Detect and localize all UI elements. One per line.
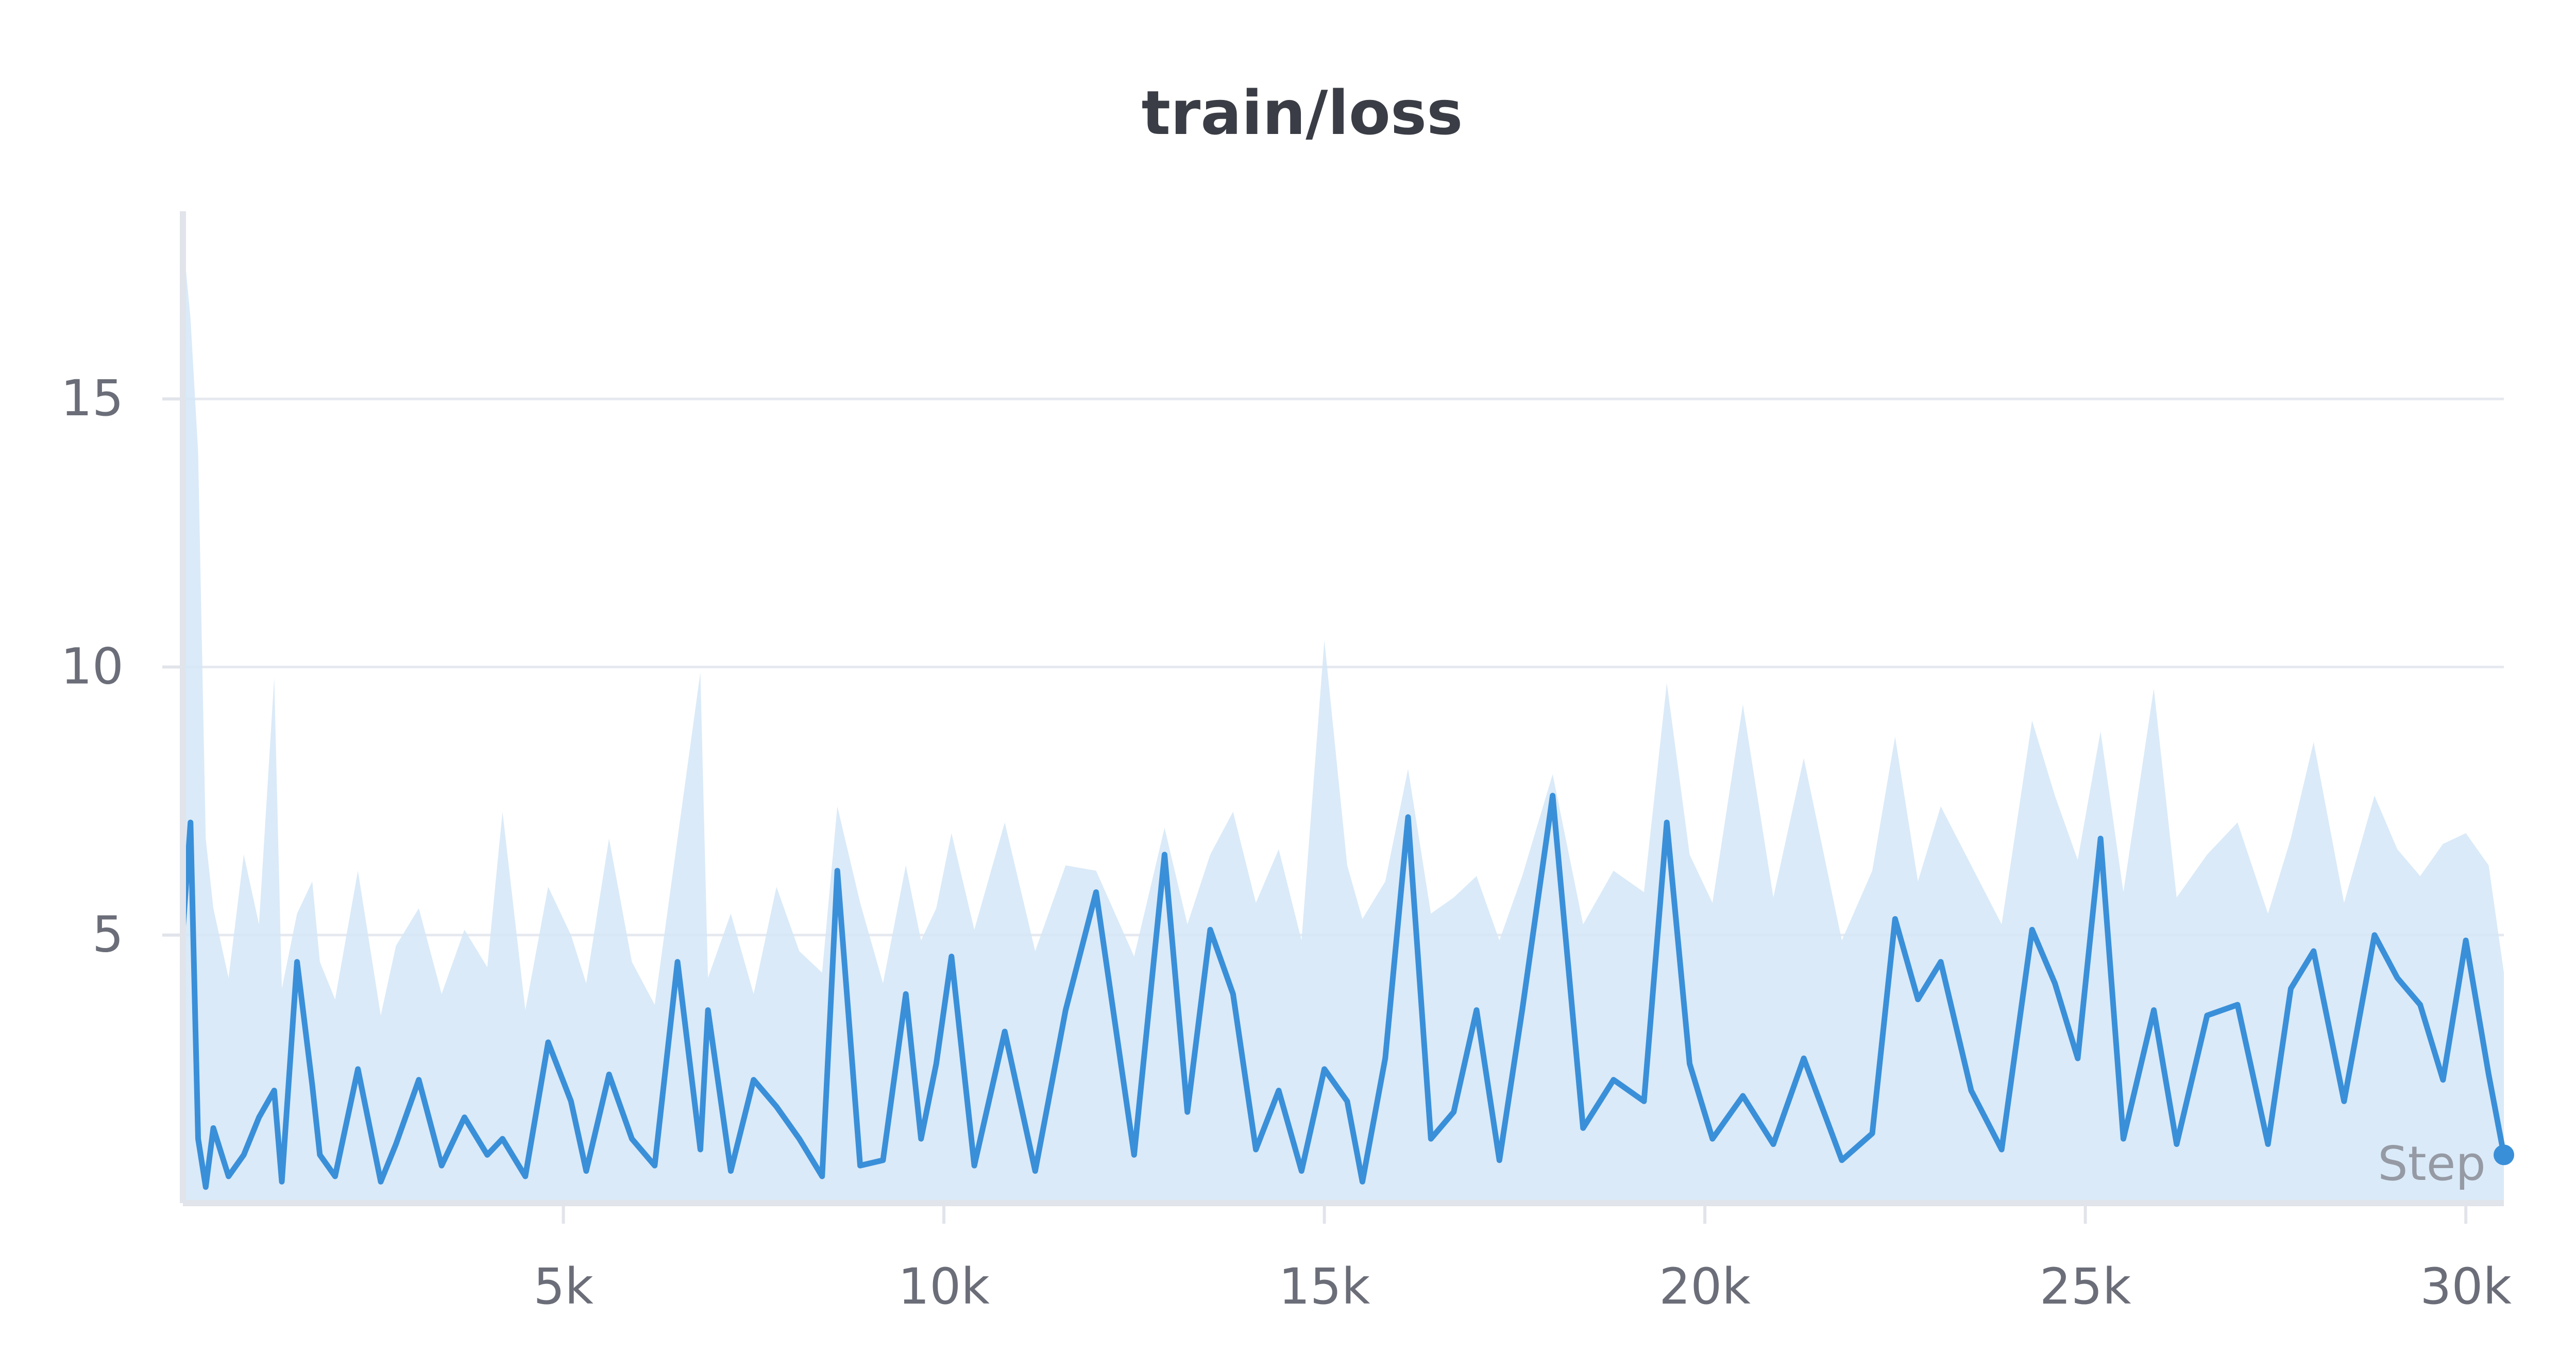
band-area xyxy=(183,238,2504,1201)
x-tick-label-15k: 15k xyxy=(1279,1258,1370,1315)
x-tick-label-25k: 25k xyxy=(2040,1258,2131,1315)
x-axis-label: Step xyxy=(2378,1136,2485,1191)
chart-title: train/loss xyxy=(1141,77,1463,148)
tick-labels: 5 10 15 5k 10k 15k 20k 25k 30k xyxy=(61,369,2512,1315)
min-max-band xyxy=(183,238,2504,1201)
x-tick-label-10k: 10k xyxy=(898,1258,990,1315)
series-end-marker xyxy=(2494,1144,2514,1166)
y-tick-label-10: 10 xyxy=(61,637,124,695)
y-tick-label-15: 15 xyxy=(61,369,124,427)
x-tick-label-5k: 5k xyxy=(533,1258,594,1315)
y-tick-label-5: 5 xyxy=(92,906,124,964)
x-tick-label-30k: 30k xyxy=(2420,1258,2512,1315)
x-tick-label-20k: 20k xyxy=(1659,1258,1751,1315)
loss-line xyxy=(180,792,2507,1190)
axes xyxy=(180,211,2504,1206)
loss-series xyxy=(180,792,2507,1190)
